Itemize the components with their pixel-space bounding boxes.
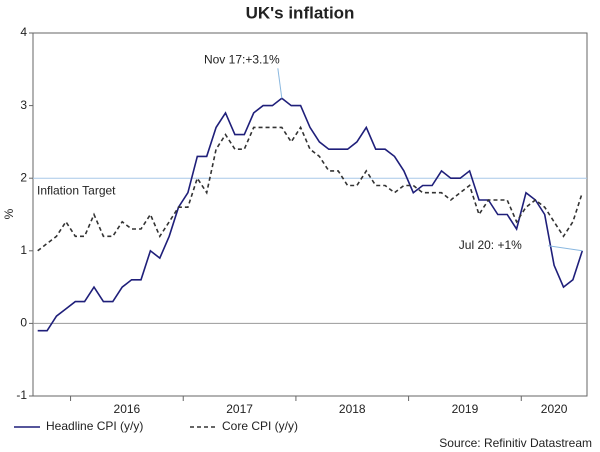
plot-frame bbox=[32, 32, 588, 397]
legend-label: Core CPI (y/y) bbox=[222, 419, 298, 433]
x-tick-label: 2020 bbox=[541, 402, 568, 416]
y-tick-label: 0 bbox=[20, 316, 27, 330]
annotation: Jul 20: +1% bbox=[459, 238, 522, 252]
x-tick-label: 2018 bbox=[339, 402, 366, 416]
chart-title: UK's inflation bbox=[246, 3, 355, 22]
annotation-leader bbox=[277, 68, 283, 99]
y-tick-label: 2 bbox=[20, 170, 27, 184]
x-tick-label: 2019 bbox=[452, 402, 479, 416]
y-tick-label: -1 bbox=[16, 388, 27, 402]
y-tick-label: 3 bbox=[20, 98, 27, 112]
series-line bbox=[37, 125, 584, 252]
y-tick-label: 4 bbox=[20, 25, 27, 39]
annotation-leader bbox=[548, 245, 583, 252]
y-tick-label: 1 bbox=[20, 243, 27, 257]
annotation: Nov 17:+3.1% bbox=[204, 53, 280, 67]
source: Source: Refinitiv Datastream bbox=[439, 436, 592, 450]
target-label: Inflation Target bbox=[37, 183, 116, 197]
x-tick-label: 2016 bbox=[114, 402, 141, 416]
x-tick-label: 2017 bbox=[226, 402, 253, 416]
legend-label: Headline CPI (y/y) bbox=[46, 419, 143, 433]
series-line bbox=[37, 97, 584, 332]
y-axis-label: % bbox=[2, 208, 16, 219]
